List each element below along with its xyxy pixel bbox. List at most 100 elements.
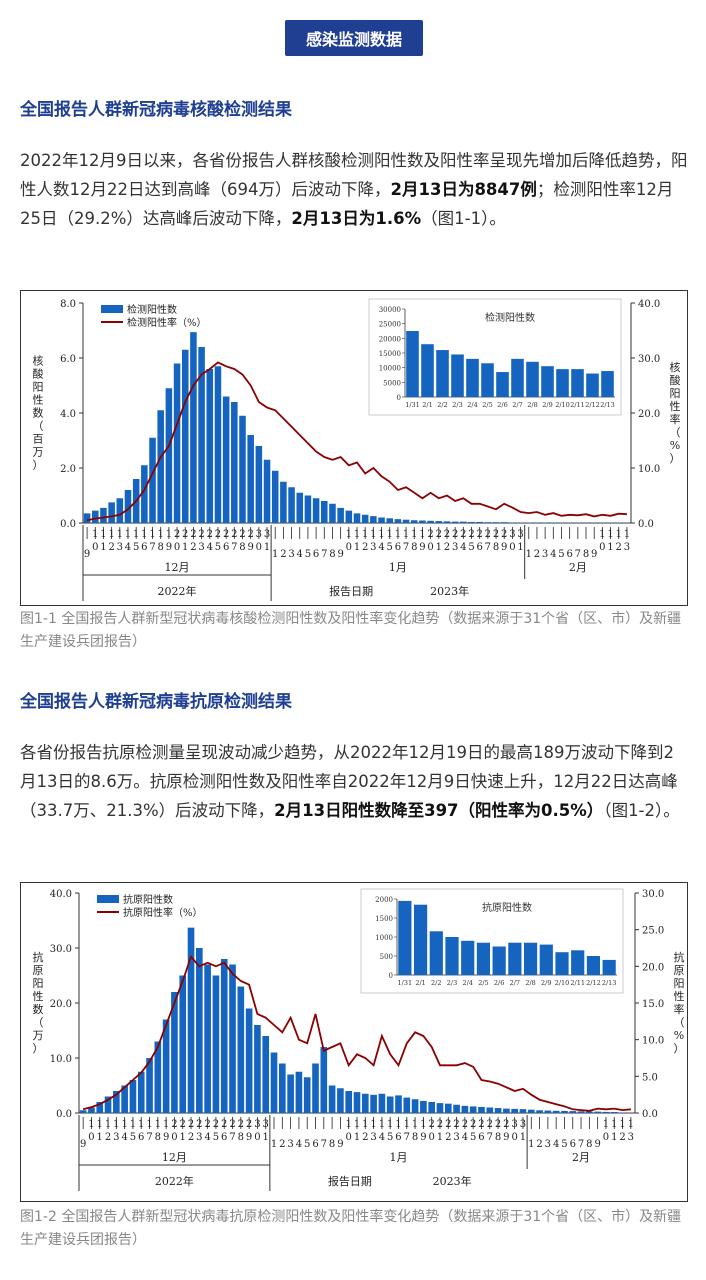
x-tick-label: 2 [223,529,229,540]
y-tick-label-right: 30.0 [638,354,660,365]
x-tick-label: 1 [395,529,401,540]
inset-x-tick-label: 2/3 [447,979,457,987]
y-tick-label-left: 40.0 [50,889,72,900]
inset-bar [571,369,584,397]
x-tick-label: 1 [100,529,106,540]
month-label: 2月 [572,1151,590,1164]
paragraph-antigen: 各省份报告抗原检测量呈现波动减少趋势，从2022年12月19日的最高189万波动… [20,738,688,825]
bar [370,516,377,523]
bar [536,1110,543,1113]
legend-label-bar: 抗原阳性数 [123,893,173,906]
x-tick-label: 3 [287,1139,293,1150]
x-tick-label: 2 [437,1119,443,1130]
inset-bar [429,931,443,975]
bar [503,1108,510,1113]
x-tick-label: 3 [288,549,294,560]
bar [550,522,557,523]
x-tick-label: 2 [487,1119,493,1130]
bar [402,519,410,523]
paragraph-nucleic: 2022年12月9日以来，各省份报告人群核酸检测阳性数及阳性率呈现先增加后降低趋… [20,146,688,233]
x-tick-label: 3 [113,1132,119,1143]
y-axis-label-left: 原 [33,964,44,977]
x-tick-label: 1 [97,1132,103,1143]
bar [222,396,230,523]
inset-bar [508,942,522,975]
x-tick-label: 1 [125,529,131,540]
bar [254,1025,261,1113]
x-tick-label: 8 [158,542,164,553]
x-tick-label: 1 [117,529,123,540]
y-axis-label-right: 阳 [674,977,685,990]
y-axis-label-left: 抗 [33,950,44,964]
x-tick-label: 1 [155,1119,161,1130]
x-tick-label: 8 [238,1132,244,1143]
y-tick-label-left: 4.0 [60,409,76,420]
x-tick-label: 5 [304,1139,310,1150]
bar [79,1110,87,1113]
x-tick-label: 2 [478,1119,484,1130]
y-axis-label-left: 万 [33,446,44,459]
inset-x-tick-label: 2/7 [510,979,520,987]
x-tick-label: 2 [444,542,450,553]
bar [468,521,475,523]
x-tick-label: 7 [575,549,581,560]
x-tick-label: 4 [204,1132,210,1143]
x-tick-label: 3 [256,529,262,540]
bar [378,517,385,523]
bar [146,1058,153,1113]
bar [569,1111,577,1113]
x-tick-label: 8 [412,1132,418,1143]
legend-label-line: 检测阳性率（%） [127,316,207,329]
x-tick-label: 2 [362,542,368,553]
x-tick-label: 1 [354,542,360,553]
bar [181,349,189,523]
y-tick-label-left: 2.0 [60,464,76,475]
x-tick-label: 6 [395,542,401,553]
para-text: 2022年12月9日以来，各省份报告人群核酸检测阳性数及阳性率呈现先增加后降低趋… [20,151,688,199]
x-tick-label: 9 [337,549,343,560]
x-tick-label: 9 [246,1132,252,1143]
x-tick-label: 3 [196,1132,202,1143]
inset-bar [481,363,494,397]
x-tick-label: 5 [468,542,474,553]
bar [527,1109,535,1113]
y-tick-label-right: 15.0 [642,999,664,1010]
bar [237,986,245,1113]
y-tick-label-right: 25.0 [642,926,664,937]
x-tick-label: 1 [387,529,393,540]
x-tick-label: 2 [280,549,286,560]
y-axis-label-left: （ [33,420,44,433]
inset-y-tick-label: 10000 [379,365,401,373]
x-tick-label: 5 [213,1132,219,1143]
x-tick-label: 2 [239,529,245,540]
inset-bar [421,344,434,397]
x-tick-label: 6 [566,549,572,560]
x-tick-label: 7 [485,542,491,553]
inset-y-tick-label: 5000 [383,379,401,387]
inset-x-tick-label: 2/10 [555,401,570,409]
para-text: 各省份报告抗原检测量呈现波动减少趋势，从2022年12月19日的最高189万波动… [20,743,678,820]
x-tick-label: 0 [511,1132,517,1143]
x-tick-label: 1 [130,1119,136,1130]
y-axis-label-left: 酸 [33,367,44,381]
chart-antigen: 0.0 10.0 20.0 30.0 40.0 0.0 5.0 10.0 15.0 20.0 25.… [20,882,688,1202]
inset-bar [451,354,464,397]
x-tick-label: 3 [370,1132,376,1143]
x-tick-label: 0 [171,1132,177,1143]
inset-y-tick-label: 500 [380,953,393,961]
x-tick-label: 1 [149,529,155,540]
x-tick-label: 2 [501,529,507,540]
inset-y-tick-label: 20000 [379,335,401,343]
y-axis-label-left: 性 [33,393,44,407]
x-tick-label: 2 [536,1139,542,1150]
bar [378,1093,386,1113]
y-tick-label-right: 0.0 [642,1109,658,1120]
x-tick-label: 2 [215,529,221,540]
y-axis-label-left: 数 [33,1003,44,1016]
month-label: 12月 [162,1151,187,1164]
x-tick-label: 6 [570,1139,576,1150]
x-tick-label: 0 [427,542,433,553]
legend-label-line: 抗原阳性率（%） [123,906,203,919]
x-tick-label: 1 [272,549,278,560]
x-tick-label: 1 [526,549,532,560]
